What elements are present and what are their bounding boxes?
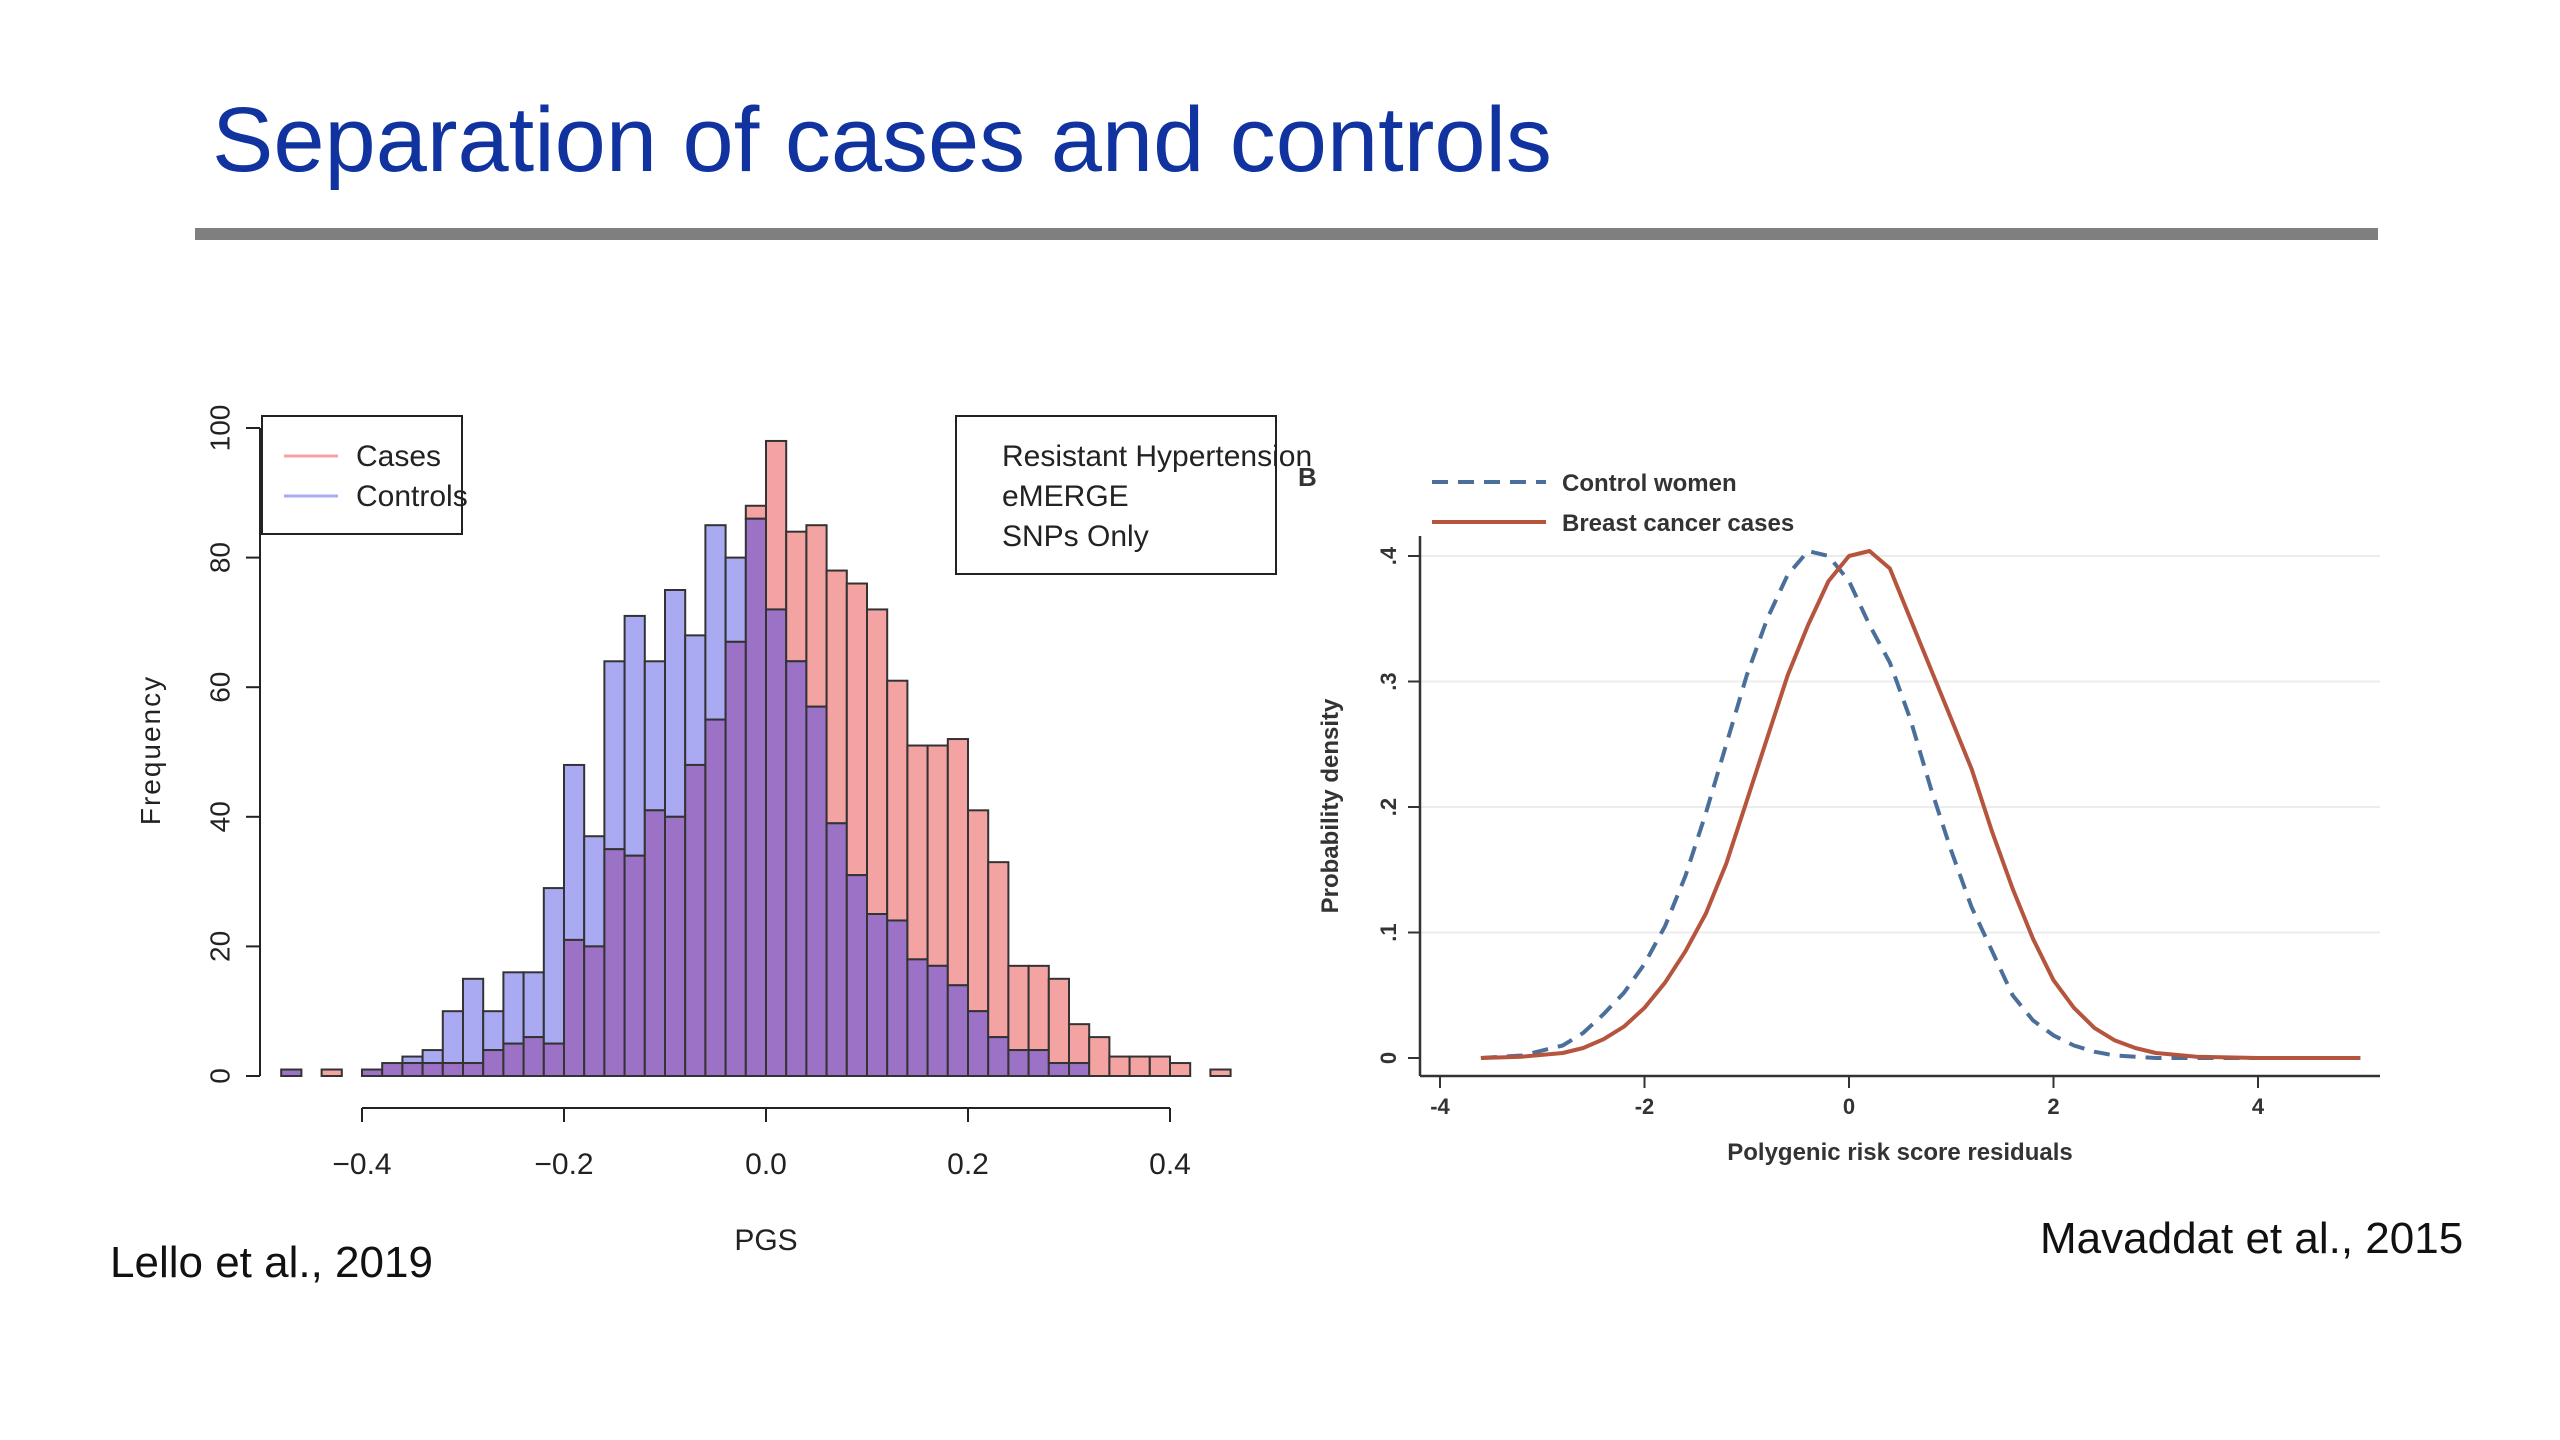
title-divider [195,228,2378,240]
x-tick-label: 0.0 [745,1148,787,1181]
slide-title: Separation of cases and controls [212,89,1552,191]
x-tick-label: −0.4 [332,1148,391,1181]
y-tick-label: 40 [204,801,235,832]
histogram-bar-overlap [280,1068,303,1078]
density-curve-control-women [1480,549,2361,1060]
x-tick-label: 0.2 [947,1148,989,1181]
y-tick-label: .4 [1376,546,1401,565]
citation-mavaddat: Mavaddat et al., 2015 [2040,1214,2464,1263]
panel-label: B [1298,462,1317,492]
annotation-box [955,415,1277,575]
x-tick-label: 2 [2047,1094,2059,1119]
x-tick-label: 4 [2252,1094,2265,1119]
x-tick-label: 0.4 [1149,1148,1191,1181]
y-tick-label: 20 [204,931,235,962]
y-axis-label: Probability density [1317,698,1344,913]
annotation-line: Resistant Hypertension [1002,440,1312,473]
y-tick-label: .3 [1376,672,1401,690]
legend-label-controls: Controls [356,480,468,513]
legend-box [261,415,463,535]
annotation-line: eMERGE [1002,480,1129,513]
x-axis-label: PGS [734,1224,797,1257]
y-axis-label: Frequency [135,675,166,825]
density-legend: Control women Breast cancer cases [1432,470,1794,537]
y-tick-label: 100 [204,405,235,452]
legend-label: Breast cancer cases [1562,510,1794,537]
legend-label: Control women [1562,470,1737,497]
y-tick-label: .2 [1376,798,1401,816]
y-tick-label: 60 [204,672,235,703]
legend-label-cases: Cases [356,440,441,473]
histogram-bar-cases [1209,1068,1232,1078]
citation-lello: Lello et al., 2019 [110,1238,433,1287]
x-tick-label: -4 [1430,1094,1450,1119]
x-tick-label: −0.2 [534,1148,593,1181]
y-tick-label: .1 [1376,923,1401,941]
x-tick-label: 0 [1843,1094,1855,1119]
histogram-bar-cases [1169,1062,1192,1078]
density-curve-breast-cancer-cases [1480,549,2361,1060]
annotation-line: SNPs Only [1002,520,1149,553]
y-tick-label: 0 [204,1068,235,1084]
y-tick-label: 0 [1376,1052,1401,1064]
x-tick-label: -2 [1635,1094,1655,1119]
histogram-bar-cases [320,1068,343,1078]
y-tick-label: 80 [204,542,235,573]
histogram-legend: Cases Controls [261,415,468,535]
x-axis-label: Polygenic risk score residuals [1727,1139,2073,1166]
histogram-annotation: Resistant Hypertension eMERGE SNPs Only [955,415,1312,575]
